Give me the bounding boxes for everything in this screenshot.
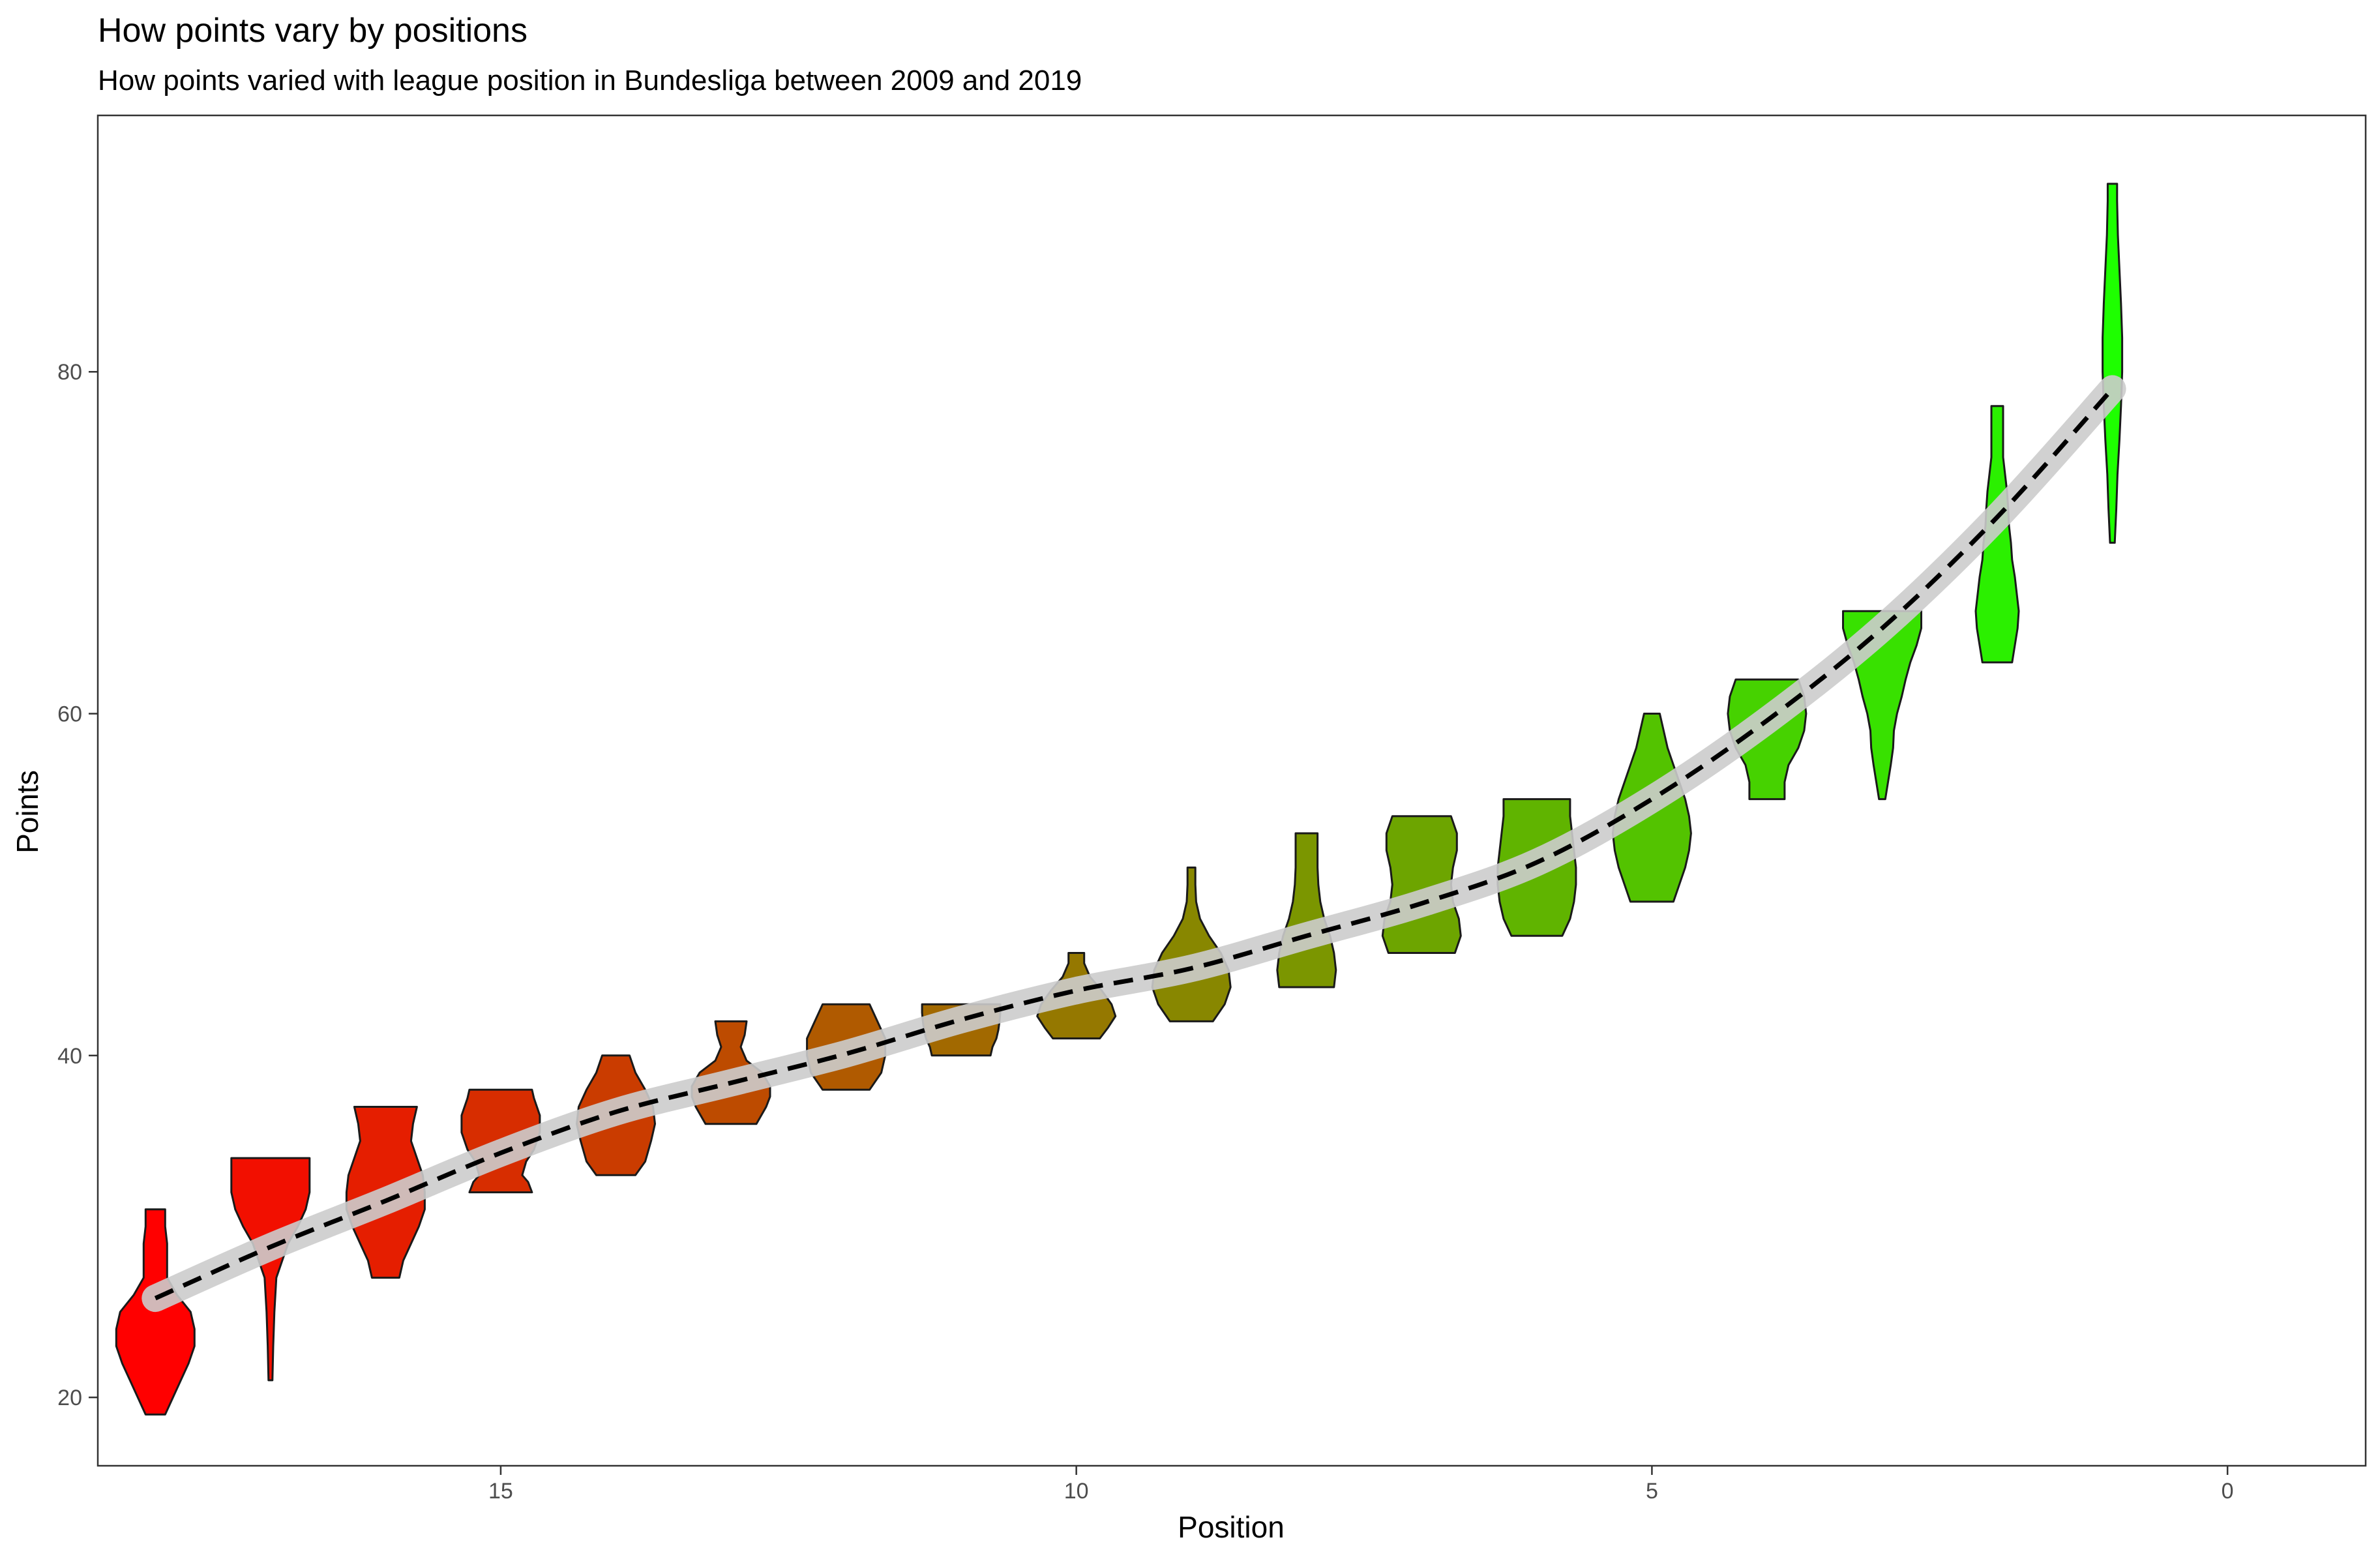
x-axis-title: Position xyxy=(1178,1510,1285,1544)
x-tick-label: 10 xyxy=(1064,1479,1089,1504)
y-tick-label: 20 xyxy=(57,1386,82,1410)
x-tick-label: 5 xyxy=(1646,1479,1658,1504)
violin-position-18 xyxy=(115,1208,196,1416)
y-tick-label: 40 xyxy=(57,1044,82,1069)
violin-position-17 xyxy=(230,1157,311,1382)
y-axis-title: Points xyxy=(10,770,44,854)
x-tick-label: 15 xyxy=(488,1479,513,1504)
x-tick-label: 0 xyxy=(2222,1479,2234,1504)
trend-line xyxy=(154,387,2115,1301)
chart-subtitle: How points varied with league position i… xyxy=(98,65,1082,97)
plot-panel xyxy=(97,114,2367,1467)
y-tick-label: 80 xyxy=(57,360,82,385)
violin-position-1 xyxy=(2102,183,2124,544)
chart-title: How points vary by positions xyxy=(98,12,528,50)
y-axis: 20 40 60 80 xyxy=(57,360,98,1410)
x-axis: 15 10 5 0 xyxy=(488,1466,2234,1504)
y-tick-label: 60 xyxy=(57,702,82,727)
